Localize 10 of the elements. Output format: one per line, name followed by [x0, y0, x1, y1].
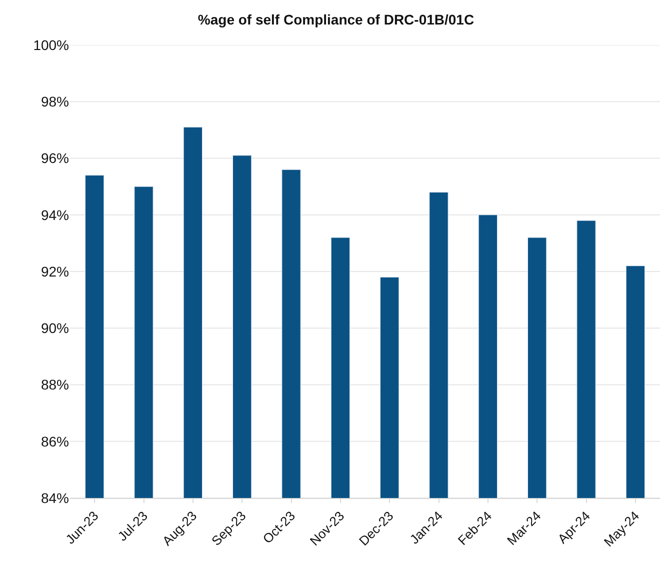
y-tick-label: 86%	[40, 433, 69, 450]
y-tick-label: 98%	[40, 94, 69, 110]
y-tick-label: 92%	[40, 263, 69, 280]
y-tick-label: 94%	[40, 206, 69, 223]
y-tick-label: 100%	[33, 36, 69, 53]
y-tick-label: 88%	[40, 376, 69, 393]
y-tick-label: 90%	[40, 320, 69, 336]
y-tick-label: 84%	[40, 490, 69, 506]
chart-title: %age of self Compliance of DRC-01B/01C	[198, 11, 474, 28]
y-tick-label: 96%	[40, 150, 69, 166]
